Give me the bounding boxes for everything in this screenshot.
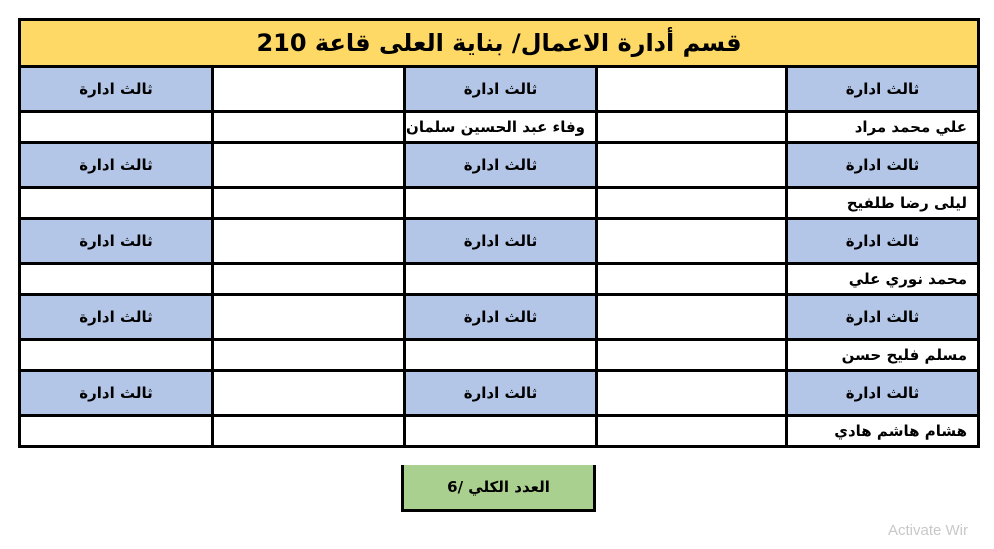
name-row: هشام هاشم هادي — [18, 414, 980, 448]
header-cell: ثالث ادارة — [18, 141, 214, 189]
empty-cell[interactable] — [595, 110, 788, 144]
name-row: مسلم فليح حسن — [18, 338, 980, 372]
empty-cell — [595, 293, 788, 341]
name-cell[interactable]: مسلم فليح حسن — [785, 338, 980, 372]
header-cell: ثالث ادارة — [785, 217, 980, 265]
header-cell: ثالث ادارة — [18, 369, 214, 417]
header-cell: ثالث ادارة — [785, 141, 980, 189]
name-row: علي محمد مراد وفاء عبد الحسين سلمان — [18, 110, 980, 144]
header-cell: ثالث ادارة — [403, 65, 598, 113]
header-cell: ثالث ادارة — [785, 293, 980, 341]
activate-windows-watermark: Activate Wir — [888, 522, 969, 539]
name-cell[interactable]: محمد نوري علي — [785, 262, 980, 296]
empty-cell[interactable] — [18, 414, 214, 448]
header-row: ثالث ادارة ثالث ادارة ثالث ادارة — [18, 217, 980, 265]
total-count-cell: العدد الكلي /6 — [401, 465, 596, 512]
empty-cell — [595, 369, 788, 417]
empty-cell[interactable] — [595, 186, 788, 220]
name-row: محمد نوري علي — [18, 262, 980, 296]
empty-cell — [595, 141, 788, 189]
empty-cell[interactable] — [595, 414, 788, 448]
header-cell: ثالث ادارة — [18, 65, 214, 113]
empty-cell[interactable] — [18, 186, 214, 220]
name-cell[interactable]: علي محمد مراد — [785, 110, 980, 144]
name-row: ليلى رضا طلفيح — [18, 186, 980, 220]
empty-cell[interactable] — [18, 110, 214, 144]
header-cell: ثالث ادارة — [785, 369, 980, 417]
empty-cell — [211, 65, 406, 113]
empty-cell[interactable] — [211, 414, 406, 448]
empty-cell — [211, 217, 406, 265]
table-title: قسم أدارة الاعمال/ بناية العلى قاعة 210 — [18, 18, 980, 68]
empty-cell — [595, 217, 788, 265]
seating-table: قسم أدارة الاعمال/ بناية العلى قاعة 210 … — [18, 18, 980, 448]
header-row: ثالث ادارة ثالث ادارة ثالث ادارة — [18, 65, 980, 113]
empty-cell[interactable] — [595, 262, 788, 296]
header-cell: ثالث ادارة — [403, 217, 598, 265]
empty-cell[interactable] — [211, 262, 406, 296]
empty-cell[interactable] — [403, 186, 598, 220]
empty-cell[interactable] — [211, 338, 406, 372]
header-row: ثالث ادارة ثالث ادارة ثالث ادارة — [18, 141, 980, 189]
empty-cell[interactable] — [595, 338, 788, 372]
name-cell[interactable]: ليلى رضا طلفيح — [785, 186, 980, 220]
header-row: ثالث ادارة ثالث ادارة ثالث ادارة — [18, 293, 980, 341]
header-cell: ثالث ادارة — [403, 293, 598, 341]
header-cell: ثالث ادارة — [785, 65, 980, 113]
header-cell: ثالث ادارة — [403, 369, 598, 417]
empty-cell[interactable] — [403, 414, 598, 448]
header-cell: ثالث ادارة — [18, 293, 214, 341]
empty-cell[interactable] — [403, 262, 598, 296]
empty-cell — [211, 369, 406, 417]
empty-cell[interactable] — [18, 262, 214, 296]
header-cell: ثالث ادارة — [403, 141, 598, 189]
empty-cell[interactable] — [403, 338, 598, 372]
name-cell[interactable]: وفاء عبد الحسين سلمان — [403, 110, 598, 144]
header-row: ثالث ادارة ثالث ادارة ثالث ادارة — [18, 369, 980, 417]
empty-cell — [211, 293, 406, 341]
header-cell: ثالث ادارة — [18, 217, 214, 265]
empty-cell[interactable] — [211, 186, 406, 220]
name-cell[interactable]: هشام هاشم هادي — [785, 414, 980, 448]
empty-cell — [211, 141, 406, 189]
empty-cell[interactable] — [18, 338, 214, 372]
empty-cell — [595, 65, 788, 113]
empty-cell[interactable] — [211, 110, 406, 144]
